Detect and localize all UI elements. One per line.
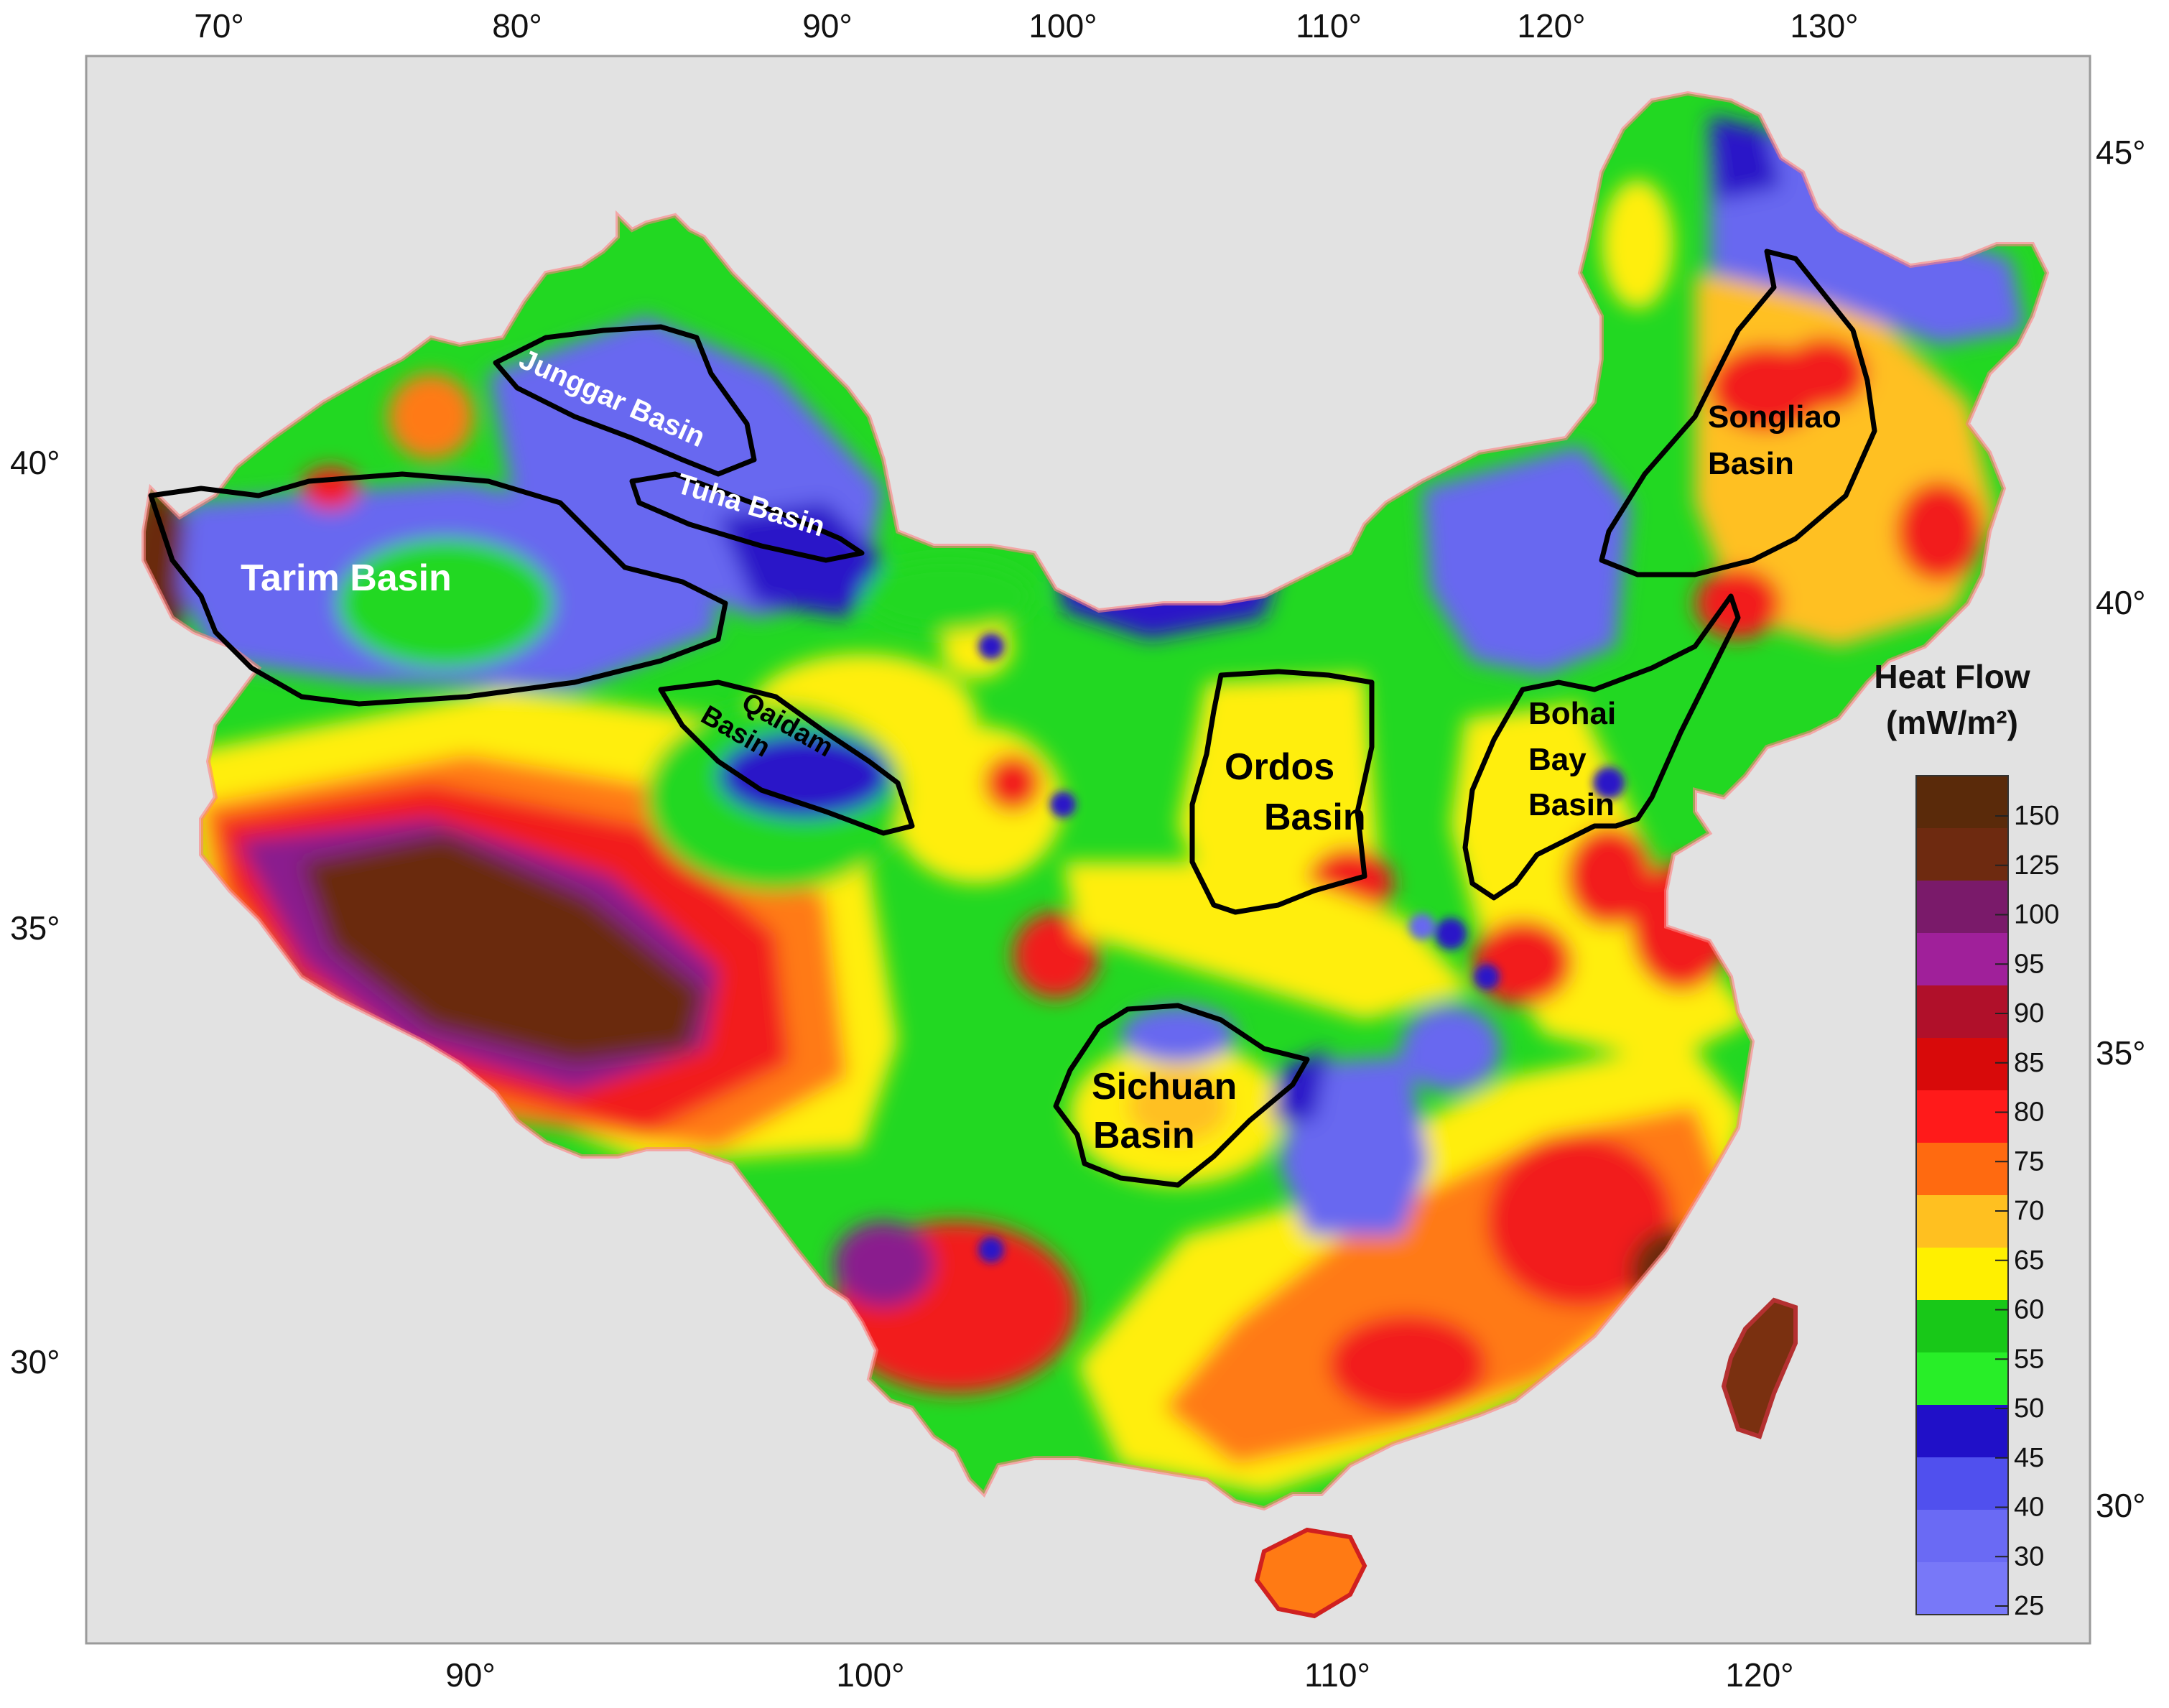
left-lat-tick: 40° <box>10 444 60 481</box>
ordos-outline <box>1189 669 1375 915</box>
legend-band <box>1916 776 2008 829</box>
legend-band <box>1916 985 2008 1039</box>
right-lat-tick: 35° <box>2096 1034 2146 1072</box>
top-lon-tick: 130° <box>1790 7 1858 45</box>
left-latitude-labels: 40° 35° 30° <box>10 444 60 1380</box>
legend-tick-label: 55 <box>2014 1344 2044 1374</box>
legend-band <box>1916 1300 2008 1353</box>
legend-band <box>1916 1510 2008 1563</box>
legend-band <box>1916 1457 2008 1510</box>
legend-band <box>1916 1562 2008 1615</box>
legend-tick-label: 60 <box>2014 1295 2044 1325</box>
bohai-label-line3: Basin <box>1528 787 1615 822</box>
top-lon-tick: 90° <box>802 7 853 45</box>
sichuan-outline <box>1053 1003 1310 1188</box>
legend-band <box>1916 1195 2008 1248</box>
legend-colorbar-border <box>1915 775 2009 1615</box>
top-lon-tick: 100° <box>1028 7 1097 45</box>
junggar-outline <box>493 324 757 477</box>
legend-title-line2: (mW/m²) <box>1886 704 2018 741</box>
legend-tick-labels: 150 125 100 95 90 85 80 75 70 65 60 55 50 45 40 30 25 <box>1995 801 2059 1621</box>
bottom-lon-tick: 100° <box>836 1656 904 1694</box>
legend-tick-label: 50 <box>2014 1393 2044 1424</box>
legend-tick-label: 75 <box>2014 1146 2044 1176</box>
legend-tick-label: 125 <box>2014 850 2059 881</box>
legend-tick-label: 25 <box>2014 1591 2044 1621</box>
tuha-outline <box>629 471 865 563</box>
legend-band <box>1916 1405 2008 1458</box>
bohai-label-line2: Bay <box>1528 742 1587 777</box>
legend-tick-label: 45 <box>2014 1443 2044 1473</box>
legend-title-line1: Heat Flow <box>1874 658 2030 695</box>
legend-tick-label: 90 <box>2014 998 2044 1029</box>
legend-tick-label: 95 <box>2014 949 2044 979</box>
legend-tick-label: 70 <box>2014 1196 2044 1226</box>
legend-tick-label: 30 <box>2014 1541 2044 1572</box>
top-lon-tick: 120° <box>1517 7 1585 45</box>
sichuan-label-line1: Sichuan <box>1092 1066 1237 1108</box>
bottom-lon-tick: 90° <box>445 1656 496 1694</box>
tarim-outline <box>148 471 728 707</box>
top-longitude-labels: 70° 80° 90° 100° 110° 120° 130° <box>194 7 1858 45</box>
right-lat-tick: 30° <box>2096 1487 2146 1524</box>
left-lat-tick: 35° <box>10 909 60 947</box>
right-lat-tick: 45° <box>2096 134 2146 171</box>
bottom-lon-tick: 110° <box>1304 1656 1370 1694</box>
qaidam-outline <box>658 679 915 836</box>
top-lon-tick: 80° <box>492 7 542 45</box>
legend-band <box>1916 828 2008 881</box>
legend-band <box>1916 1248 2008 1301</box>
songliao-outline <box>1599 249 1877 577</box>
hainan-island <box>1254 1527 1367 1619</box>
right-lat-tick: 40° <box>2096 584 2146 621</box>
legend-band <box>1916 1090 2008 1143</box>
songliao-label-line1: Songliao <box>1708 399 1841 435</box>
ordos-label-line1: Ordos <box>1225 746 1334 788</box>
legend-tick-label: 100 <box>2014 900 2059 930</box>
legend-tick-label: 150 <box>2014 801 2059 831</box>
ordos-label-line2: Basin <box>1264 797 1366 838</box>
legend-band <box>1916 1038 2008 1091</box>
songliao-label-line2: Basin <box>1708 446 1794 481</box>
bohai-outline <box>1462 593 1741 901</box>
legend-colorbar <box>1916 776 2008 1615</box>
legend-band <box>1916 1143 2008 1196</box>
bohai-label-line1: Bohai <box>1528 696 1616 731</box>
legend-band <box>1916 933 2008 986</box>
bottom-lon-tick: 120° <box>1725 1656 1793 1694</box>
top-lon-tick: 110° <box>1296 7 1362 45</box>
left-lat-tick: 30° <box>10 1343 60 1380</box>
top-lon-tick: 70° <box>194 7 244 45</box>
legend-tick-label: 40 <box>2014 1493 2044 1523</box>
legend-tick-label: 65 <box>2014 1245 2044 1276</box>
basin-outlines <box>148 249 1877 1188</box>
bottom-longitude-labels: 90° 100° 110° 120° <box>445 1656 1793 1694</box>
legend-tick-label: 85 <box>2014 1048 2044 1078</box>
taiwan-island <box>1721 1297 1798 1439</box>
right-latitude-labels: 45° 40° 35° 30° <box>2096 134 2146 1524</box>
legend-band <box>1916 1352 2008 1406</box>
tarim-label: Tarim Basin <box>241 557 452 599</box>
legend-band <box>1916 881 2008 934</box>
legend-tick-label: 80 <box>2014 1097 2044 1128</box>
heat-flow-legend: Heat Flow (mW/m²) 150 125 100 95 90 85 80 75 70 6… <box>1874 658 2059 1621</box>
sichuan-label-line2: Basin <box>1093 1115 1195 1156</box>
